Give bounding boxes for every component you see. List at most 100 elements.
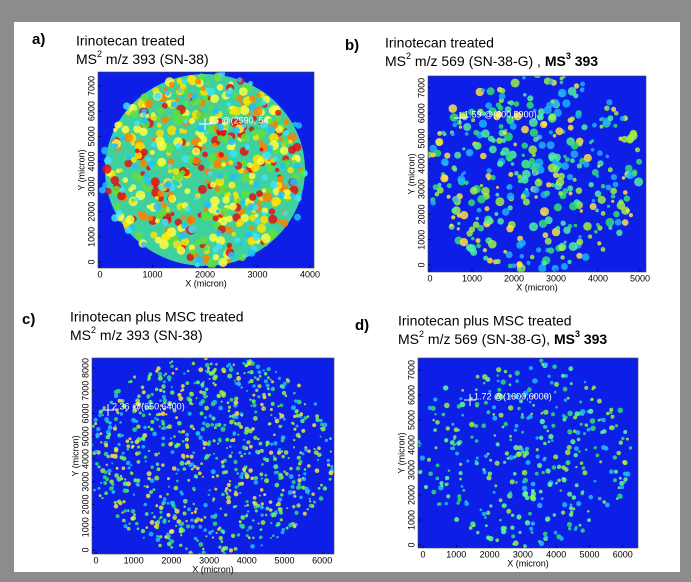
ms-bold: MS xyxy=(545,53,566,69)
heat-spot xyxy=(145,526,149,529)
heat-spot xyxy=(625,208,630,213)
heat-spot xyxy=(462,147,466,151)
heat-spot xyxy=(495,258,501,265)
heat-spot xyxy=(466,459,470,463)
heat-spot xyxy=(237,482,242,486)
heat-spot xyxy=(125,110,131,116)
heat-spot xyxy=(547,163,557,173)
heat-spot xyxy=(440,158,449,167)
heat-spot xyxy=(92,424,95,428)
heat-spot xyxy=(538,540,545,547)
heat-spot xyxy=(246,440,251,445)
plot-frame xyxy=(427,75,647,273)
heat-spot xyxy=(97,486,101,490)
heat-spot xyxy=(509,123,517,130)
heat-spot xyxy=(270,401,275,406)
heat-spot xyxy=(567,87,577,96)
heat-spot xyxy=(546,182,552,188)
heat-spot xyxy=(273,441,278,446)
heat-spot xyxy=(103,470,108,475)
heat-spot xyxy=(144,460,147,463)
heat-spot xyxy=(259,472,264,477)
heat-spot xyxy=(244,231,252,239)
heat-spot xyxy=(568,366,574,372)
heat-spot xyxy=(525,446,530,451)
heat-spot xyxy=(499,518,502,522)
heat-spot xyxy=(279,403,284,408)
heat-spot xyxy=(265,152,272,160)
heat-spot xyxy=(315,417,320,422)
heat-spot xyxy=(548,113,556,121)
heat-spot xyxy=(537,134,543,140)
heat-spot xyxy=(202,146,206,150)
x-tick-label: 1000 xyxy=(142,269,162,279)
heat-spot xyxy=(293,427,297,431)
heat-spot xyxy=(199,518,204,522)
heat-spot xyxy=(178,527,184,532)
heat-spot xyxy=(200,427,205,432)
heat-spot xyxy=(623,477,628,482)
heat-spot xyxy=(247,249,256,257)
heat-spot xyxy=(152,488,156,492)
heat-spot xyxy=(179,231,188,239)
heat-spot xyxy=(612,181,619,188)
heat-spot xyxy=(209,181,216,188)
heat-spot xyxy=(294,495,297,498)
heat-spot xyxy=(132,493,136,496)
heat-spot xyxy=(252,205,258,211)
heat-spot xyxy=(212,381,215,385)
heat-spot xyxy=(148,531,154,537)
heat-spot xyxy=(240,386,243,389)
heat-spot xyxy=(113,503,119,509)
heat-spot xyxy=(225,487,229,491)
heat-spot xyxy=(236,421,242,427)
heat-spot xyxy=(166,158,175,166)
heat-spot xyxy=(506,192,515,201)
heat-spot xyxy=(279,384,284,389)
heat-spot xyxy=(575,112,582,119)
heat-spot xyxy=(570,150,579,159)
heat-spot xyxy=(459,397,463,401)
heat-spot xyxy=(506,185,511,190)
heat-spot xyxy=(144,179,152,187)
heat-spot xyxy=(547,482,553,488)
heat-spot xyxy=(198,524,203,529)
heat-spot xyxy=(538,141,546,149)
heat-spot xyxy=(130,172,138,179)
heat-spot xyxy=(435,476,440,481)
heat-spot xyxy=(532,108,537,113)
heat-spot xyxy=(281,390,287,396)
heat-spot xyxy=(555,177,565,187)
heat-spot xyxy=(141,444,146,449)
heat-spot xyxy=(203,528,207,532)
heat-spot xyxy=(256,92,261,98)
heat-spot xyxy=(156,106,165,115)
heat-spot xyxy=(166,375,172,381)
heat-spot xyxy=(126,526,131,531)
heat-spot xyxy=(167,485,170,488)
heat-spot xyxy=(256,190,263,198)
heat-spot xyxy=(99,481,103,484)
heat-spot xyxy=(272,455,275,458)
heat-spot xyxy=(253,181,260,189)
heat-spot xyxy=(251,116,257,121)
heat-spot xyxy=(277,497,283,502)
heat-spot xyxy=(208,378,211,380)
heat-spot xyxy=(456,227,460,231)
heat-spot xyxy=(569,503,573,507)
cursor-label: 1.72 @(1600,6000) xyxy=(474,391,552,401)
heat-spot xyxy=(197,471,202,476)
heat-spot xyxy=(154,387,159,392)
heat-spot xyxy=(535,436,539,440)
heat-spot xyxy=(303,403,306,406)
heat-spot xyxy=(418,469,423,475)
heat-spot xyxy=(239,241,243,246)
heat-spot xyxy=(521,430,524,434)
heat-spot xyxy=(229,445,232,448)
heat-spot xyxy=(544,237,552,245)
heat-spot xyxy=(454,517,460,522)
heat-spot xyxy=(215,363,218,366)
heat-spot xyxy=(215,177,225,187)
heat-spot xyxy=(218,545,222,549)
heat-spot xyxy=(185,443,189,447)
